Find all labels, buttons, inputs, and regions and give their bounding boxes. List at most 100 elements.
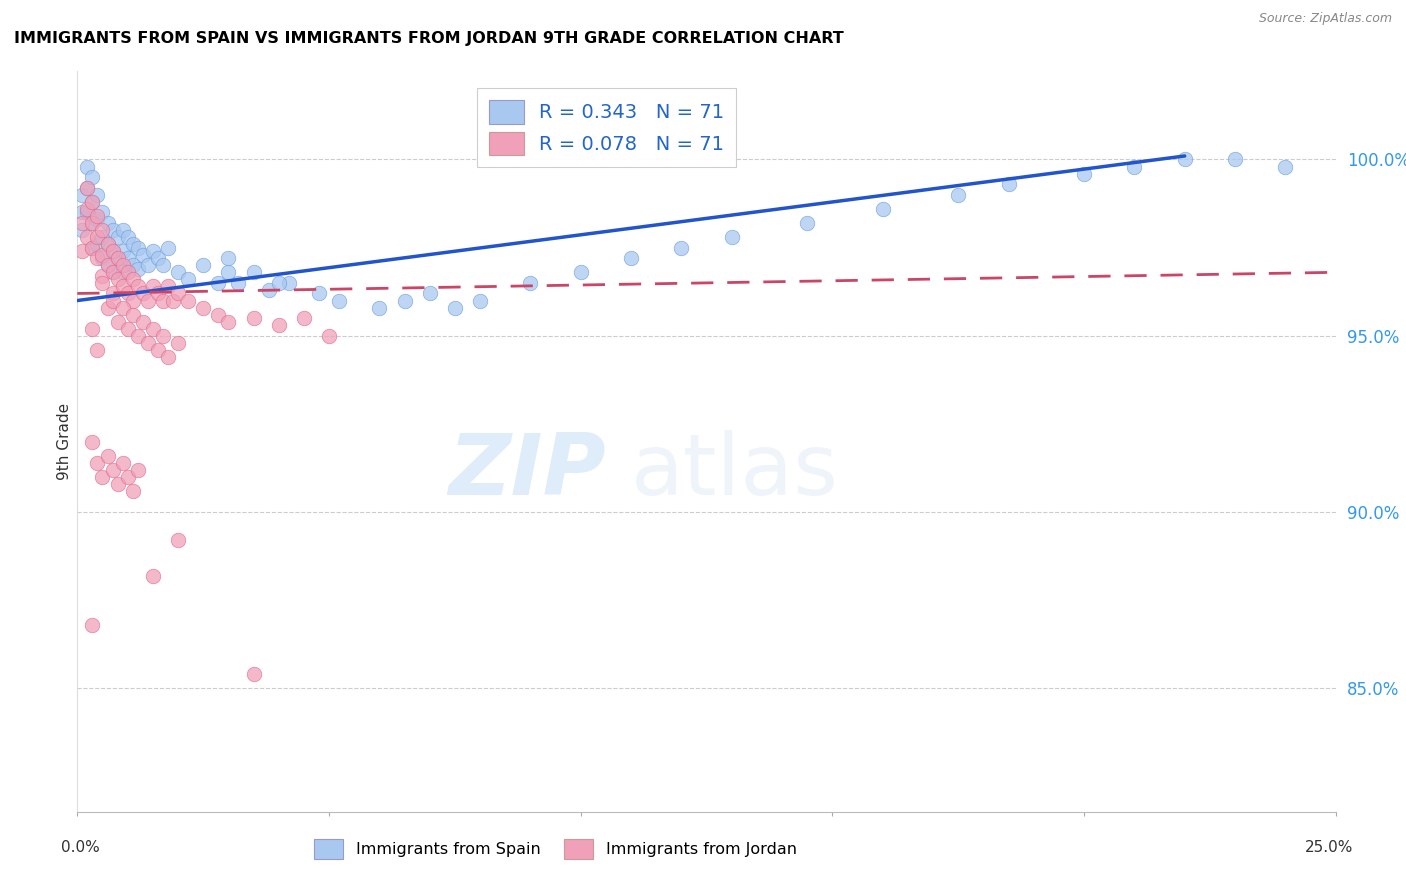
Point xyxy=(136,258,159,272)
Point xyxy=(997,177,1019,191)
Point xyxy=(146,286,169,301)
Point xyxy=(86,237,108,252)
Point xyxy=(86,212,108,227)
Point xyxy=(121,272,143,286)
Point xyxy=(86,251,108,265)
Point xyxy=(91,470,114,484)
Point xyxy=(86,343,108,357)
Point xyxy=(242,667,264,681)
Point xyxy=(191,301,215,315)
Point xyxy=(76,180,98,194)
Text: atlas: atlas xyxy=(631,430,839,513)
Point xyxy=(111,279,134,293)
Point xyxy=(82,216,104,230)
Point xyxy=(671,241,693,255)
Point xyxy=(419,286,441,301)
Point xyxy=(207,276,229,290)
Point xyxy=(152,258,174,272)
Point xyxy=(242,311,264,326)
Text: ZIP: ZIP xyxy=(449,430,606,513)
Point xyxy=(107,315,129,329)
Point xyxy=(96,449,118,463)
Point xyxy=(111,265,134,279)
Point xyxy=(82,241,104,255)
Point xyxy=(101,286,124,301)
Point xyxy=(267,276,290,290)
Point xyxy=(107,476,129,491)
Point xyxy=(72,216,94,230)
Point xyxy=(444,301,467,315)
Point xyxy=(82,170,104,185)
Point xyxy=(796,216,818,230)
Point xyxy=(96,301,118,315)
Point xyxy=(91,205,114,219)
Point xyxy=(86,456,108,470)
Point xyxy=(121,237,143,252)
Point xyxy=(257,283,280,297)
Point xyxy=(217,315,239,329)
Point xyxy=(86,209,108,223)
Point xyxy=(207,308,229,322)
Point xyxy=(1274,160,1296,174)
Point xyxy=(101,244,124,259)
Point xyxy=(107,230,129,244)
Text: IMMIGRANTS FROM SPAIN VS IMMIGRANTS FROM JORDAN 9TH GRADE CORRELATION CHART: IMMIGRANTS FROM SPAIN VS IMMIGRANTS FROM… xyxy=(14,31,844,46)
Point xyxy=(394,293,416,308)
Point xyxy=(101,244,124,259)
Point xyxy=(167,286,190,301)
Point xyxy=(146,251,169,265)
Point xyxy=(76,160,98,174)
Point xyxy=(91,268,114,283)
Point xyxy=(111,456,134,470)
Point xyxy=(1223,153,1246,167)
Point xyxy=(117,470,139,484)
Point xyxy=(96,258,118,272)
Point xyxy=(101,265,124,279)
Point xyxy=(72,187,94,202)
Point xyxy=(117,251,139,265)
Point xyxy=(142,322,165,336)
Point xyxy=(156,241,179,255)
Point xyxy=(117,265,139,279)
Point xyxy=(117,230,139,244)
Point xyxy=(111,223,134,237)
Point xyxy=(76,205,98,219)
Point xyxy=(121,258,143,272)
Point xyxy=(91,276,114,290)
Point xyxy=(292,311,315,326)
Point xyxy=(96,237,118,252)
Point xyxy=(217,251,239,265)
Point xyxy=(1123,160,1146,174)
Point xyxy=(177,293,200,308)
Point xyxy=(1073,167,1095,181)
Point xyxy=(101,463,124,477)
Point xyxy=(72,244,94,259)
Text: Source: ZipAtlas.com: Source: ZipAtlas.com xyxy=(1258,12,1392,25)
Point xyxy=(132,315,155,329)
Point xyxy=(96,216,118,230)
Point xyxy=(468,293,491,308)
Point xyxy=(191,258,215,272)
Point xyxy=(117,286,139,301)
Point xyxy=(277,276,299,290)
Point xyxy=(132,248,155,262)
Point xyxy=(142,279,165,293)
Point xyxy=(152,293,174,308)
Point xyxy=(569,265,592,279)
Point xyxy=(101,293,124,308)
Point xyxy=(620,251,643,265)
Point xyxy=(127,463,149,477)
Point xyxy=(308,286,330,301)
Point xyxy=(519,276,541,290)
Point xyxy=(96,258,118,272)
Point xyxy=(142,244,165,259)
Point xyxy=(76,202,98,216)
Point xyxy=(121,483,143,498)
Point xyxy=(101,265,124,279)
Point xyxy=(228,276,250,290)
Point xyxy=(117,322,139,336)
Point xyxy=(177,272,200,286)
Point xyxy=(101,223,124,237)
Point xyxy=(82,216,104,230)
Point xyxy=(156,279,179,293)
